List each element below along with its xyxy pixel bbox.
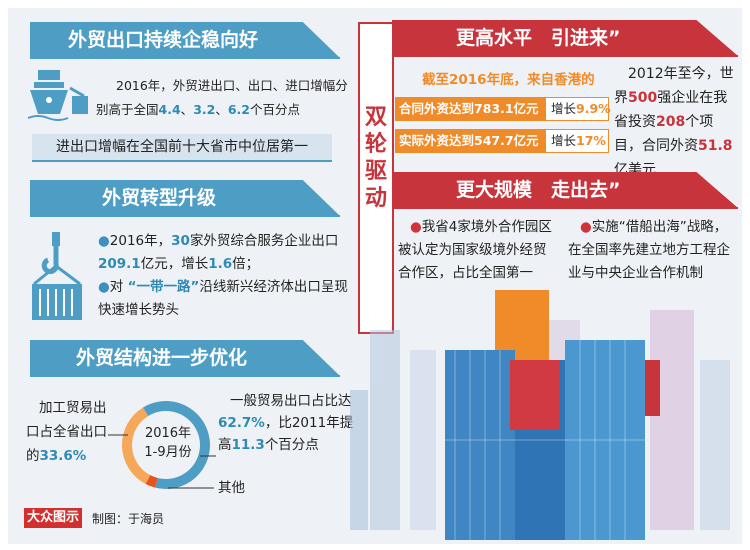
t: 强企业在我省投资 (614, 90, 728, 130)
value: 209.1 (98, 256, 141, 272)
value: 9.9% (576, 101, 611, 116)
row-label: 合同外资达到783.1亿元 (396, 98, 546, 120)
value: 3.2 (193, 102, 216, 117)
value: 6.2 (227, 102, 251, 117)
upgrade-bullets: ●2016年，30家外贸综合服务企业出口209.1亿元，增长1.6倍； ●对 “… (98, 230, 348, 322)
donut-slice-1 (122, 407, 151, 485)
center-line1: 2016年 (144, 426, 192, 441)
fortune500-text: 2012年至今，世界500强企业在我省投资208个项目，合同外资51.8亿美元 (614, 62, 740, 182)
value: 11.3 (231, 437, 265, 453)
value: “一带一路” (127, 279, 200, 295)
twin-drive-box: 双轮驱动 (358, 22, 394, 334)
t: 2016年， (109, 233, 172, 249)
t: 亿元，增长 (140, 256, 209, 272)
export-text-line1: 2016年，外贸进出口、出口、进口增幅分 (116, 78, 348, 93)
section-title-go-out: 更大规模 走出去” (392, 172, 738, 208)
ranking-strip: 进出口增幅在全国前十大省市中位居第一 (32, 134, 332, 162)
general-trade-text: 一般贸易出口占比达 62.7%，比2011年提高11.3个百分点 (218, 390, 356, 456)
row-growth: 增长9.9% (551, 98, 611, 120)
bullet-dot-icon: ● (580, 219, 592, 235)
value: 30 (171, 233, 190, 249)
t: ，比2011年提高 (218, 415, 354, 453)
actual-fdi-row: 实际外资达到547.7亿元 增长17% (395, 129, 609, 153)
t: 实施“借船出海”战略，在全国率先建立地方工程企业与中央企业合作机制 (568, 219, 730, 281)
contract-fdi-row: 合同外资达到783.1亿元 增长9.9% (395, 97, 611, 121)
section-title-export: 外贸出口持续企稳向好 (30, 22, 340, 58)
ship-icon (28, 70, 88, 121)
go-out-bullet-2: ●实施“借船出海”战略，在全国率先建立地方工程企业与中央企业合作机制 (568, 216, 740, 285)
center-line2: 1-9月份 (144, 445, 192, 460)
hk-subtitle: 截至2016年底，来自香港的 (422, 72, 595, 88)
section-title-bring-in: 更高水平 引进来” (392, 20, 738, 56)
donut-center-label: 2016年 1-9月份 (133, 424, 203, 462)
donut-slice-0 (143, 401, 210, 489)
bullet-dot-icon: ● (98, 233, 110, 249)
t: 沿线新兴经济体出口呈现快速增长势头 (98, 279, 348, 318)
value: 1.6 (208, 256, 233, 272)
export-text: 别高于全国 (96, 102, 159, 117)
divider (30, 57, 340, 59)
t: 个项目，合同外资 (614, 114, 714, 154)
divider (30, 215, 340, 217)
bullet-dot-icon: ● (410, 219, 422, 235)
logo: 大众图示 (24, 508, 82, 528)
t: 个百分点 (264, 437, 319, 453)
section-title-structure: 外贸结构进一步优化 (30, 340, 340, 376)
t: 倍； (232, 256, 260, 272)
container-crane-icon (32, 232, 82, 320)
export-summary: 2016年，外贸进出口、出口、进口增幅分 别高于全国4.4、3.2、6.2个百分… (96, 74, 356, 122)
value: 208 (656, 114, 686, 130)
containers-cityscape-illustration (350, 290, 730, 540)
section-title-upgrade: 外贸转型升级 (30, 180, 340, 216)
go-out-bullet-1: ●我省4家境外合作园区被认定为国家级境外经贸合作区，占比全国第一 (398, 216, 558, 285)
value: 17% (576, 133, 606, 148)
structure-donut-chart (108, 401, 216, 489)
divider (392, 207, 738, 209)
value: 62.7% (218, 415, 265, 431)
t: 家外贸综合服务企业出口 (189, 233, 339, 249)
other-label: 其他 (218, 480, 245, 496)
divider (30, 375, 340, 377)
sep: 、 (215, 102, 228, 117)
value: 500 (628, 90, 658, 106)
t: 加工贸易出口占全省出口的 (26, 400, 107, 464)
row-growth: 增长17% (551, 130, 606, 152)
t: 2012年至今，世界 (614, 66, 734, 106)
bullet-2: ●对 “一带一路”沿线新兴经济体出口呈现快速增长势头 (98, 276, 348, 322)
center-title: 双轮驱动 (364, 105, 387, 211)
export-text: 个百分点 (250, 102, 301, 117)
t: 增长 (551, 101, 577, 116)
row-label: 实际外资达到547.7亿元 (396, 130, 546, 152)
bullet-1: ●2016年，30家外贸综合服务企业出口 209.1亿元，增长1.6倍； (98, 230, 348, 276)
t: 增长 (551, 133, 577, 148)
credit: 制图：于海员 (92, 512, 165, 526)
t: 对 (109, 279, 124, 295)
sep: 、 (180, 102, 194, 117)
value: 33.6% (39, 448, 87, 464)
bullet-dot-icon: ● (98, 279, 110, 295)
divider (392, 55, 738, 57)
donut-slice-2 (145, 475, 158, 488)
value: 51.8 (698, 138, 733, 154)
t: 一般贸易出口占比达 (230, 393, 352, 409)
t: 我省4家境外合作园区被认定为国家级境外经贸合作区，占比全国第一 (398, 219, 552, 281)
value: 4.4 (158, 102, 181, 117)
processing-trade-text: 加工贸易出口占全省出口的33.6% (26, 396, 110, 468)
export-text-line2: 别高于全国4.4、3.2、6.2个百分点 (96, 98, 356, 122)
